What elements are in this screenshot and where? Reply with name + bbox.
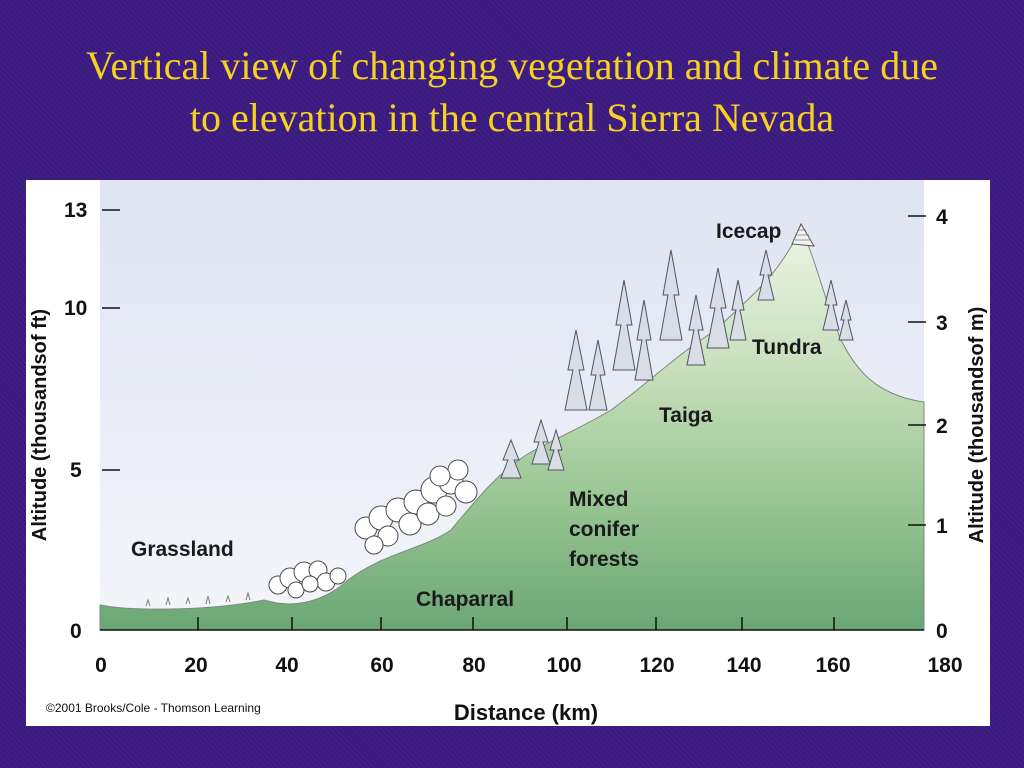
conifer-vegetation xyxy=(500,249,854,479)
zone-label-tundra: Tundra xyxy=(752,336,822,359)
x-tick-120: 120 xyxy=(639,654,674,677)
zone-label-mixed-1: Mixed xyxy=(569,488,629,511)
right-tick-0: 0 xyxy=(936,620,948,643)
right-tick-2: 2 xyxy=(936,415,948,438)
grassland-vegetation xyxy=(145,591,251,607)
x-tick-40: 40 xyxy=(275,654,298,677)
slide-title-line-2: to elevation in the central Sierra Nevad… xyxy=(189,95,835,140)
zone-label-grassland: Grassland xyxy=(131,538,234,561)
zone-label-mixed-2: conifer xyxy=(569,518,639,541)
x-tick-160: 160 xyxy=(815,654,850,677)
x-tick-80: 80 xyxy=(462,654,485,677)
zone-label-icecap: Icecap xyxy=(716,220,781,243)
left-tick-10: 10 xyxy=(64,297,87,320)
right-axis-title: Altitude (thousandsof m) xyxy=(966,307,988,544)
zone-label-chaparral: Chaparral xyxy=(416,588,514,611)
left-axis-title: Altitude (thousandsof ft) xyxy=(29,309,51,541)
right-tick-4: 4 xyxy=(936,206,948,229)
x-axis-title: Distance (km) xyxy=(454,700,598,725)
x-tick-60: 60 xyxy=(370,654,393,677)
slide-title: Vertical view of changing vegetation and… xyxy=(0,40,1024,144)
elevation-diagram-svg: 13 10 5 0 4 3 2 1 0 0 20 40 60 80 100 12… xyxy=(29,180,988,725)
copyright-credit: ©2001 Brooks/Cole - Thomson Learning xyxy=(46,701,261,715)
left-tick-5: 5 xyxy=(70,459,82,482)
x-tick-100: 100 xyxy=(546,654,581,677)
left-tick-0: 0 xyxy=(70,620,82,643)
x-tick-0: 0 xyxy=(95,654,107,677)
slide-title-line-1: Vertical view of changing vegetation and… xyxy=(86,43,938,88)
right-axis-ticks xyxy=(908,215,926,526)
elevation-diagram: 13 10 5 0 4 3 2 1 0 0 20 40 60 80 100 12… xyxy=(26,180,990,726)
zone-label-mixed-3: forests xyxy=(569,548,639,571)
chaparral-vegetation xyxy=(268,459,478,599)
left-axis-ticks xyxy=(102,209,120,471)
x-tick-20: 20 xyxy=(184,654,207,677)
right-tick-1: 1 xyxy=(936,515,948,538)
x-tick-180: 180 xyxy=(927,654,962,677)
right-tick-3: 3 xyxy=(936,312,948,335)
left-tick-13: 13 xyxy=(64,199,87,222)
x-tick-140: 140 xyxy=(726,654,761,677)
x-axis-ticks xyxy=(197,617,835,630)
zone-label-taiga: Taiga xyxy=(659,404,713,427)
